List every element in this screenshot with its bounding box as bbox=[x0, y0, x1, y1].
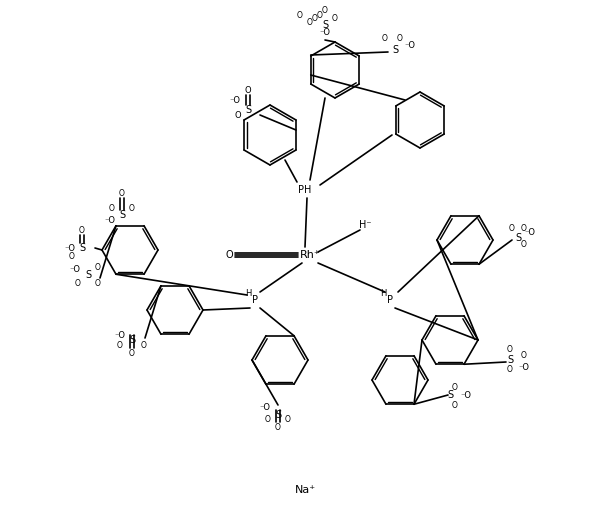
Text: O: O bbox=[129, 203, 135, 213]
Text: O: O bbox=[521, 350, 527, 359]
Text: ⁻O: ⁻O bbox=[229, 96, 241, 105]
Text: S: S bbox=[447, 390, 453, 400]
Text: O: O bbox=[141, 341, 147, 349]
Text: Na⁺: Na⁺ bbox=[294, 485, 315, 495]
Text: P: P bbox=[387, 295, 393, 305]
Text: O: O bbox=[307, 18, 313, 27]
Text: O: O bbox=[322, 6, 328, 15]
Text: Rh⁺: Rh⁺ bbox=[300, 250, 320, 260]
Text: O: O bbox=[265, 415, 271, 424]
Text: H: H bbox=[245, 290, 251, 298]
Text: H: H bbox=[380, 290, 386, 298]
Text: O: O bbox=[312, 14, 318, 22]
Text: ⁻O: ⁻O bbox=[405, 41, 415, 49]
Text: H⁻: H⁻ bbox=[359, 220, 371, 230]
Text: S: S bbox=[515, 233, 521, 243]
Text: ⁻O: ⁻O bbox=[105, 215, 116, 225]
Text: O: O bbox=[95, 279, 101, 288]
Text: O: O bbox=[95, 264, 101, 272]
Text: O: O bbox=[117, 341, 123, 349]
Text: S: S bbox=[322, 20, 328, 30]
Text: O: O bbox=[382, 33, 388, 43]
Text: ⁻O: ⁻O bbox=[114, 331, 125, 340]
Text: O: O bbox=[509, 224, 515, 232]
Text: O: O bbox=[521, 240, 527, 249]
Text: O: O bbox=[69, 252, 75, 261]
Text: O: O bbox=[397, 33, 403, 43]
Text: O: O bbox=[507, 366, 513, 374]
Text: O: O bbox=[332, 14, 338, 22]
Text: O: O bbox=[235, 111, 241, 120]
Text: O: O bbox=[521, 224, 527, 232]
Text: O: O bbox=[225, 250, 233, 260]
Text: O: O bbox=[129, 348, 135, 358]
Text: S: S bbox=[245, 105, 251, 115]
Text: P: P bbox=[252, 295, 258, 305]
Text: S: S bbox=[79, 243, 85, 253]
Text: O: O bbox=[285, 415, 291, 424]
Text: ⁻O: ⁻O bbox=[461, 391, 471, 399]
Text: O: O bbox=[109, 203, 115, 213]
Text: ⁻O: ⁻O bbox=[69, 266, 81, 275]
Text: S: S bbox=[85, 270, 91, 280]
Text: ⁻O: ⁻O bbox=[64, 243, 75, 253]
Text: O: O bbox=[244, 85, 251, 95]
Text: O: O bbox=[507, 345, 513, 355]
Text: S: S bbox=[119, 210, 125, 220]
Text: S: S bbox=[129, 335, 135, 345]
Text: O: O bbox=[452, 384, 458, 393]
Text: ⁻O: ⁻O bbox=[518, 363, 530, 372]
Text: S: S bbox=[507, 355, 513, 365]
Text: ⁻O: ⁻O bbox=[524, 228, 536, 237]
Text: O: O bbox=[297, 10, 303, 20]
Text: O: O bbox=[79, 226, 85, 235]
Text: PH: PH bbox=[299, 185, 312, 195]
Text: ⁻O: ⁻O bbox=[320, 28, 330, 36]
Text: O: O bbox=[275, 422, 281, 432]
Text: O: O bbox=[317, 10, 323, 20]
Text: ⁻O: ⁻O bbox=[259, 404, 270, 412]
Text: S: S bbox=[275, 410, 281, 420]
Text: O: O bbox=[75, 279, 81, 288]
Text: O: O bbox=[119, 189, 125, 198]
Text: S: S bbox=[392, 45, 398, 55]
Text: O: O bbox=[452, 400, 458, 410]
